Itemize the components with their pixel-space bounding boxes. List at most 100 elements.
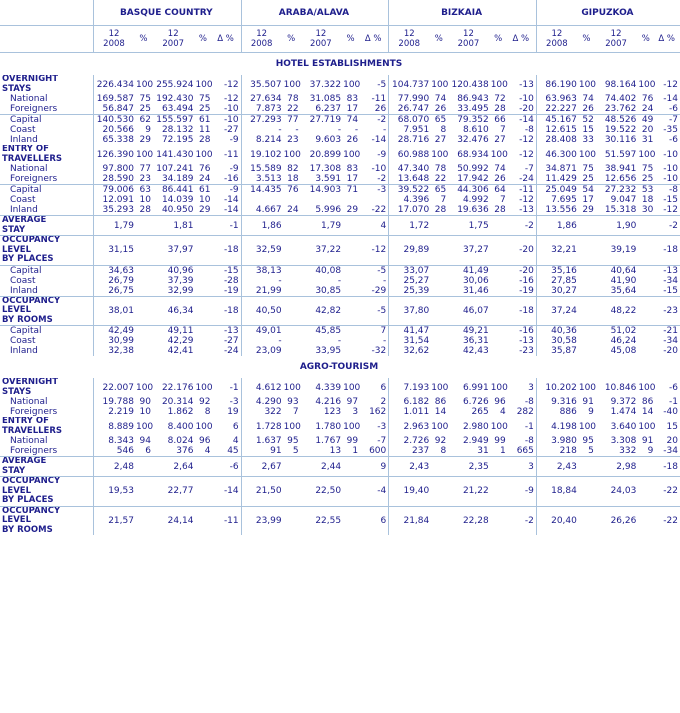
value-cell: 37,97: [152, 235, 196, 265]
value-cell: [136, 336, 153, 346]
value-cell: -34: [663, 446, 678, 456]
value-cell: 8.889: [92, 417, 136, 436]
value-cell: 100: [578, 149, 596, 160]
row-label: Inland: [10, 285, 38, 296]
value-cell: 91: [582, 397, 594, 407]
value-cell: 4.339: [315, 382, 342, 393]
value-cell: 22,50: [300, 476, 344, 506]
value-cell: 28: [434, 205, 447, 215]
value-cell: 35,16: [535, 264, 579, 276]
value-cell: [578, 325, 596, 336]
value-cell: [283, 215, 301, 236]
value-cell: 4: [360, 215, 389, 236]
value-cell: 27,85: [535, 275, 579, 286]
value-cell: 28: [139, 205, 151, 215]
value-cell: 100: [195, 79, 213, 90]
value-cell: 65.338: [92, 135, 136, 145]
value-cell: 48,22: [595, 295, 639, 326]
value-cell: 19,40: [388, 476, 432, 506]
value-cell: 79.352: [448, 114, 491, 125]
value-cell: 51,02: [595, 325, 639, 336]
value-cell: -23: [519, 346, 534, 356]
tourism-statistics-table: BASQUE COUNTRY ARABA/ALAVA BIZKAIA GIPUZKOA…: [0, 0, 680, 535]
value-cell: -14: [371, 135, 387, 145]
value-cell: 1,86: [240, 215, 284, 236]
value-cell: 23: [287, 135, 299, 145]
column-header: %: [283, 25, 301, 53]
value-cell: 9: [360, 456, 389, 477]
value-cell: 8: [440, 446, 447, 456]
value-cell: [195, 505, 213, 535]
value-cell: [283, 235, 301, 265]
value-cell: -13: [212, 325, 242, 336]
value-cell: 99: [346, 436, 359, 446]
value-cell: [578, 505, 596, 535]
value-cell: 6: [232, 421, 239, 432]
column-header: 12 2008: [388, 25, 432, 53]
value-cell: -40: [663, 407, 678, 417]
value-cell: 35,87: [535, 346, 579, 356]
value-cell: 22.227: [535, 104, 579, 115]
value-cell: [343, 336, 360, 346]
value-cell: [343, 276, 360, 286]
value-cell: 45,85: [300, 325, 344, 336]
value-cell: 23: [139, 174, 151, 184]
value-cell: 92: [198, 397, 211, 407]
value-cell: 75: [198, 94, 211, 104]
value-cell: 12.091: [92, 195, 136, 205]
value-cell: 75: [641, 164, 654, 174]
value-cell: [343, 476, 361, 506]
value-cell: [638, 235, 656, 265]
value-cell: [284, 346, 301, 356]
value-cell: -: [383, 125, 387, 135]
value-cell: 9: [145, 125, 151, 135]
value-cell: 33,95: [315, 346, 342, 356]
value-cell: 4: [499, 407, 506, 417]
value-cell: 40,64: [595, 264, 639, 276]
value-cell: [195, 276, 212, 286]
value-cell: 19.636: [457, 205, 489, 215]
value-cell: 25: [198, 104, 211, 114]
table-row: Capital 42,49 49,11 -13 49,01 45,85 7 41,47 49,2…: [0, 325, 680, 336]
value-cell: 100: [431, 382, 449, 393]
row-label: Foreigners: [10, 174, 58, 184]
value-cell: 42,29: [167, 336, 194, 346]
value-cell: 2,64: [152, 456, 196, 477]
value-cell: 100: [578, 421, 596, 432]
value-cell: [638, 336, 655, 346]
value-cell: 14.039: [161, 195, 194, 205]
value-cell: -7: [524, 164, 534, 174]
value-cell: [343, 456, 361, 477]
value-cell: 60.988: [388, 145, 432, 164]
value-cell: 30,06: [462, 275, 489, 286]
value-cell: [431, 325, 449, 336]
value-cell: 38,13: [240, 264, 284, 276]
value-cell: [638, 456, 656, 477]
value-cell: -10: [212, 114, 242, 125]
value-cell: [195, 476, 213, 506]
table-row: OCCUPANCY LEVEL BY ROOMS 21,57 24,14 -11 23,99…: [0, 505, 680, 535]
value-cell: 86: [434, 397, 447, 407]
table-row: Inland 32,38 42,41 -24 23,09 33,95 -32 32,62 42,…: [0, 346, 680, 356]
value-cell: 75: [582, 164, 594, 174]
value-cell: 61: [195, 184, 213, 195]
value-cell: 79.006: [92, 184, 136, 195]
value-cell: 74: [494, 164, 506, 174]
value-cell: 2.219: [92, 407, 136, 417]
value-cell: [284, 276, 301, 286]
row-label: AVERAGE STAY: [0, 215, 94, 236]
value-cell: [431, 215, 449, 236]
value-cell: 1.767: [315, 436, 342, 446]
value-cell: -19: [519, 285, 534, 296]
value-cell: 6.182: [388, 397, 432, 407]
value-cell: 155.597: [152, 114, 196, 125]
value-cell: -: [337, 125, 342, 135]
row-label: OCCUPANCY LEVEL BY ROOMS: [0, 295, 94, 326]
value-cell: [195, 456, 213, 477]
value-cell: 28.716: [388, 135, 432, 145]
value-cell: 8.214: [240, 135, 284, 145]
value-cell: 90: [139, 397, 151, 407]
value-cell: 100: [135, 79, 153, 90]
value-cell: [491, 346, 508, 356]
column-header: Δ %: [212, 25, 242, 53]
